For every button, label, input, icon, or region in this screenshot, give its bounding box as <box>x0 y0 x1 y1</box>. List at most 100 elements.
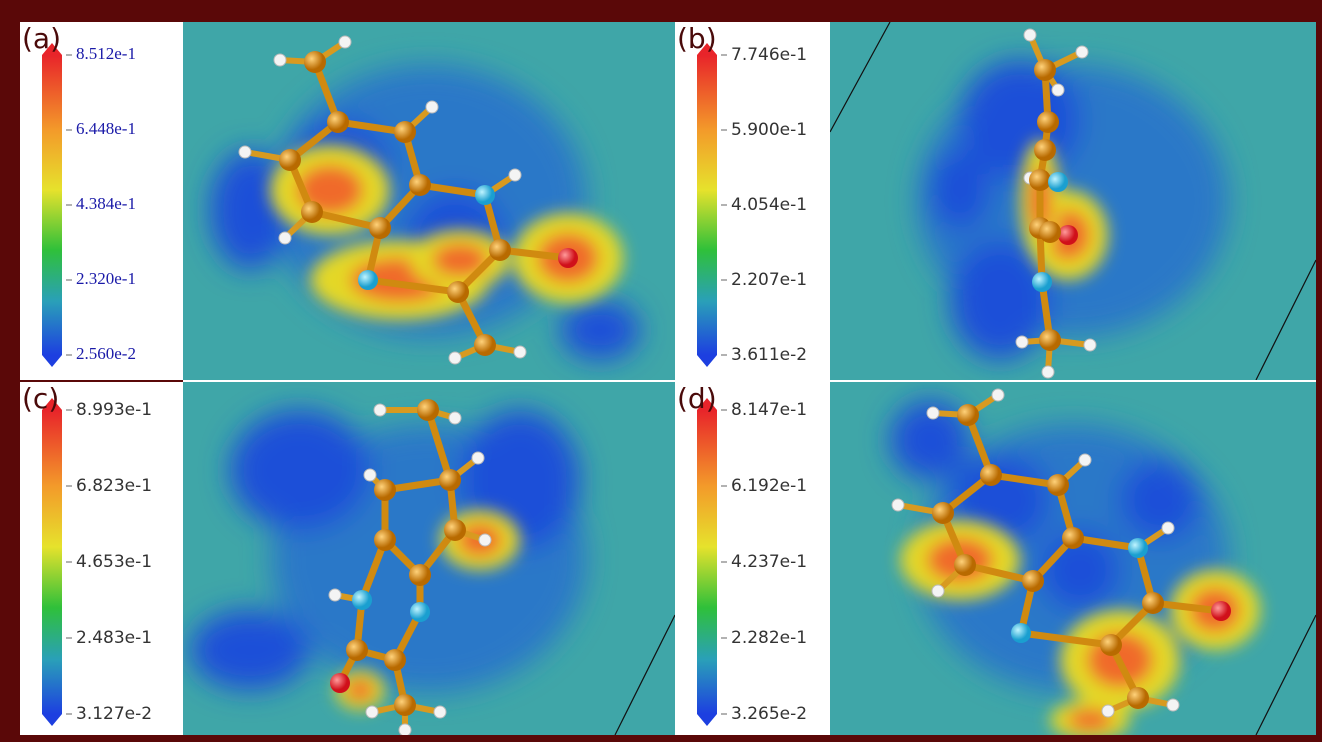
atom <box>1029 169 1051 191</box>
tick-label: 3.265e-2 <box>731 704 807 724</box>
tick-label: 2.282e-1 <box>731 628 807 648</box>
blue-region <box>560 300 640 360</box>
tick-label: 6.192e-1 <box>731 476 807 496</box>
atom <box>1037 111 1059 133</box>
hydrogen <box>426 101 438 113</box>
hydrogen <box>892 499 904 511</box>
atom <box>410 602 430 622</box>
atom <box>444 519 466 541</box>
atom <box>394 694 416 716</box>
tick-label: 2.320e-1 <box>76 269 136 288</box>
hydrogen <box>479 534 491 546</box>
density-map <box>183 382 675 736</box>
atom <box>1100 634 1122 656</box>
tick-label: 2.207e-1 <box>731 270 807 290</box>
atom <box>374 479 396 501</box>
atom <box>301 201 323 223</box>
tick-label: 2.483e-1 <box>76 628 152 648</box>
figure: 8.512e-16.448e-14.384e-12.320e-12.560e-2… <box>0 0 1322 742</box>
atom <box>352 590 372 610</box>
atom <box>1211 601 1231 621</box>
hydrogen <box>927 407 939 419</box>
atom <box>447 281 469 303</box>
tick-label: 4.384e-1 <box>76 194 136 213</box>
atom <box>394 121 416 143</box>
density-map <box>830 382 1316 740</box>
atom <box>1058 225 1078 245</box>
atom <box>1032 272 1052 292</box>
atom <box>957 404 979 426</box>
tick-label: 2.560e-2 <box>76 344 136 363</box>
atom <box>1039 221 1061 243</box>
hydrogen <box>514 346 526 358</box>
density-map <box>183 22 675 380</box>
panel-label: (b) <box>677 22 717 55</box>
hydrogen <box>992 389 1004 401</box>
atom <box>1048 172 1068 192</box>
tick-label: 4.237e-1 <box>731 552 807 572</box>
panel-label: (c) <box>22 382 59 415</box>
hydrogen <box>932 585 944 597</box>
blue-region <box>230 410 370 530</box>
hydrogen <box>449 352 461 364</box>
atom <box>474 334 496 356</box>
atom <box>475 185 495 205</box>
tick-label: 8.993e-1 <box>76 400 152 420</box>
hydrogen <box>1079 454 1091 466</box>
tick-label: 5.900e-1 <box>731 120 807 140</box>
panel: 7.746e-1 5.900e-1 4.054e-1 2.207e-1 3.611e-2… <box>675 22 1316 380</box>
atom <box>1142 592 1164 614</box>
atom <box>1022 570 1044 592</box>
hydrogen <box>374 404 386 416</box>
colorbar <box>697 55 717 355</box>
colorbar <box>42 410 62 714</box>
atom <box>1039 329 1061 351</box>
panel-label: (a) <box>22 22 61 55</box>
atom <box>417 399 439 421</box>
panel: 8.993e-1 6.823e-1 4.653e-1 2.483e-1 3.127e-2… <box>20 382 675 736</box>
panel-label: (d) <box>677 382 717 415</box>
atom <box>279 149 301 171</box>
atom <box>346 639 368 661</box>
hydrogen <box>1102 705 1114 717</box>
tick-label: 4.653e-1 <box>76 552 152 572</box>
hydrogen <box>1076 46 1088 58</box>
hydrogen <box>329 589 341 601</box>
tick-label: 4.054e-1 <box>731 195 807 215</box>
page: 8.512e-16.448e-14.384e-12.320e-12.560e-2… <box>0 0 1322 742</box>
hydrogen <box>366 706 378 718</box>
atom <box>384 649 406 671</box>
colorbar <box>697 410 717 714</box>
atom <box>327 111 349 133</box>
hydrogen <box>1016 336 1028 348</box>
panel: 8.512e-16.448e-14.384e-12.320e-12.560e-2… <box>20 22 675 380</box>
atom <box>1062 527 1084 549</box>
panel: 8.147e-16.192e-14.237e-12.282e-13.265e-2… <box>675 382 1316 740</box>
atom <box>954 554 976 576</box>
hydrogen <box>1052 84 1064 96</box>
tick-label: 3.127e-2 <box>76 704 152 724</box>
atom <box>1047 474 1069 496</box>
atom <box>489 239 511 261</box>
tick-label: 7.746e-1 <box>731 45 807 65</box>
hydrogen <box>509 169 521 181</box>
hydrogen <box>449 412 461 424</box>
blue-region <box>1120 460 1200 540</box>
hydrogen <box>399 724 411 736</box>
blue-region <box>190 610 310 690</box>
hydrogen <box>339 36 351 48</box>
hydrogen <box>1042 366 1054 378</box>
atom <box>409 564 431 586</box>
atom <box>1034 139 1056 161</box>
hydrogen <box>1167 699 1179 711</box>
hydrogen <box>239 146 251 158</box>
tick-label: 3.611e-2 <box>731 345 807 365</box>
colorbar <box>42 55 62 355</box>
density-map <box>830 22 1316 380</box>
atom <box>1011 623 1031 643</box>
hydrogen <box>364 469 376 481</box>
hydrogen <box>1162 522 1174 534</box>
atom <box>409 174 431 196</box>
atom <box>1127 687 1149 709</box>
tick-label: 6.823e-1 <box>76 476 152 496</box>
